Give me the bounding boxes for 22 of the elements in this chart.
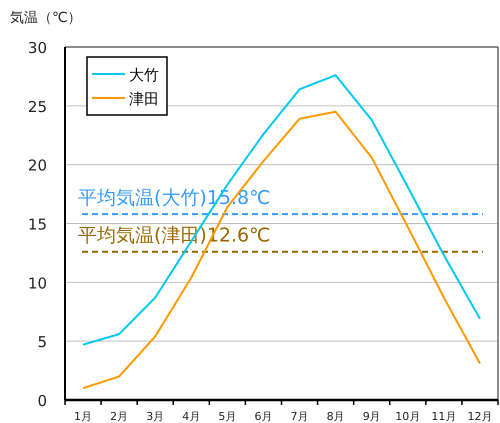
legend-label: 津田 [129,90,159,108]
y-tick-label: 0 [37,392,47,410]
x-tick-label: 8月 [326,410,345,423]
x-tick-label: 4月 [182,410,200,423]
x-tick-label: 10月 [395,410,420,423]
legend-label: 大竹 [129,66,159,84]
x-tick-label: 2月 [110,410,128,423]
x-tick-label: 7月 [290,410,309,423]
x-tick-label: 12月 [467,410,492,423]
x-tick-label: 11月 [431,410,456,423]
y-tick-label: 30 [28,39,47,57]
x-tick-label: 9月 [362,410,381,423]
x-tick-label: 1月 [74,410,92,423]
x-tick-label: 3月 [146,410,164,423]
x-tick-label: 5月 [218,410,236,423]
y-axis-title: 気温（℃） [10,10,82,26]
x-tick-label: 6月 [254,410,272,423]
y-tick-label: 10 [28,274,47,292]
y-tick-label: 15 [28,216,47,234]
y-tick-label: 5 [37,333,47,352]
y-tick-label: 20 [28,156,47,175]
y-tick-label: 25 [28,98,47,116]
